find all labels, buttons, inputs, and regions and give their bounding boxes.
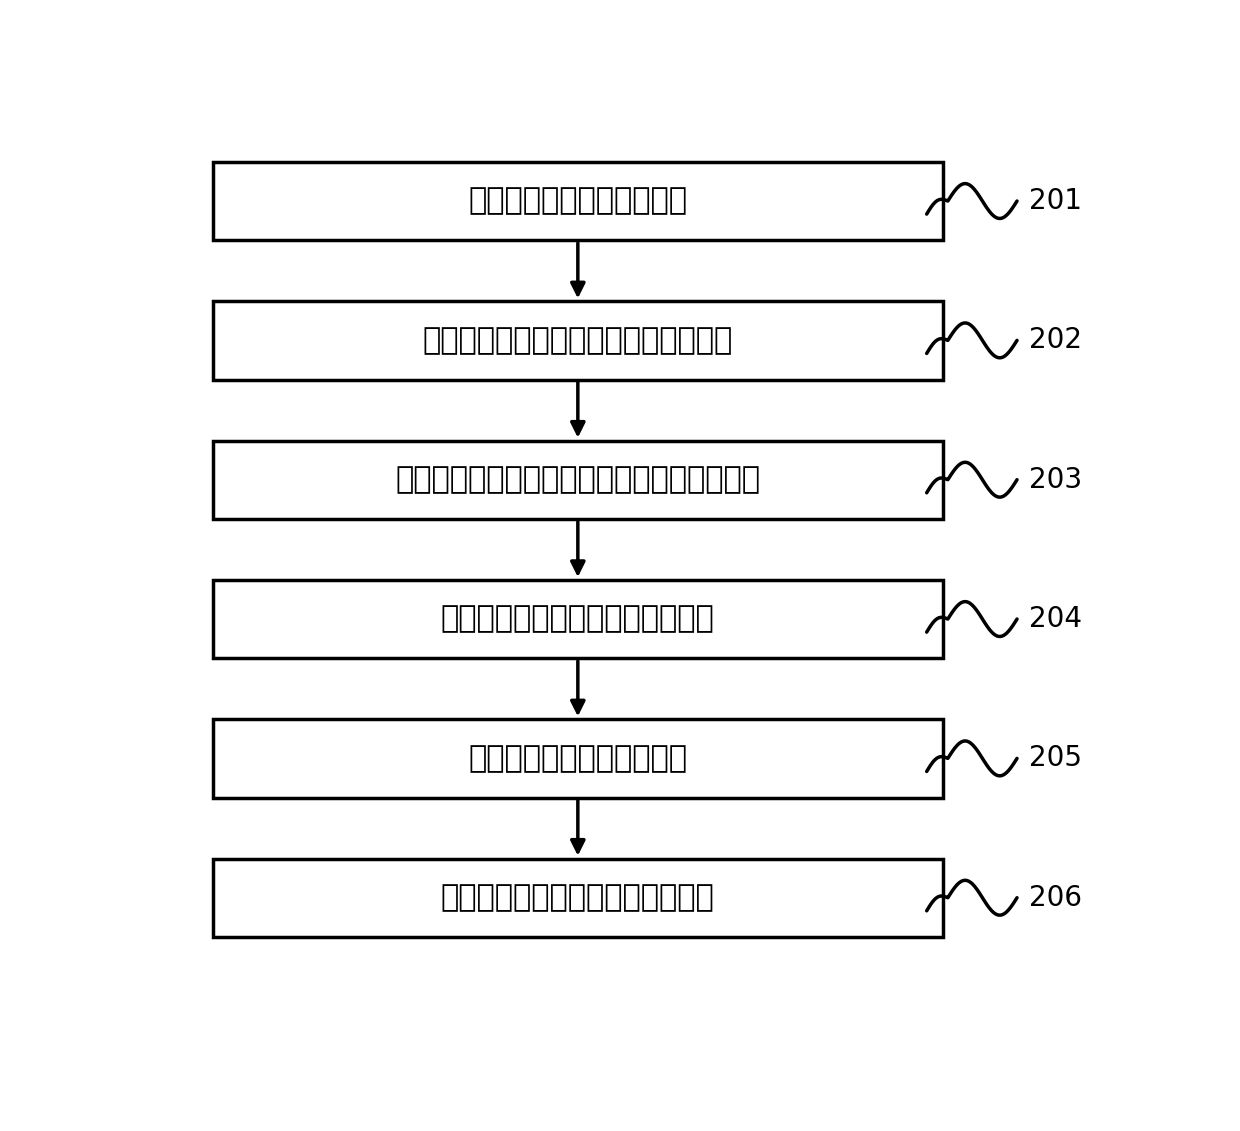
Bar (213, 858, 942, 936)
Text: 将起始地和目的地的信息发送到电子地图装置: 将起始地和目的地的信息发送到电子地图装置 (396, 465, 760, 494)
Text: 204: 204 (1028, 605, 1081, 633)
Text: 203: 203 (1028, 466, 1081, 494)
Text: 206: 206 (1028, 883, 1081, 912)
Text: 201: 201 (1028, 187, 1081, 215)
Bar (213, 301, 942, 380)
Text: 202: 202 (1028, 327, 1081, 354)
Text: 向客户端显示行车路线和行车费用: 向客户端显示行车路线和行车费用 (441, 883, 714, 913)
Bar (213, 719, 942, 797)
Text: 识别语音信号中的起始地和目的地信息: 识别语音信号中的起始地和目的地信息 (423, 326, 733, 355)
Bar (213, 441, 942, 519)
Text: 采集客户端发出的语音信号: 采集客户端发出的语音信号 (469, 187, 687, 216)
Text: 205: 205 (1028, 744, 1081, 772)
Text: 根据行车里程计算行车费用: 根据行车里程计算行车费用 (469, 744, 687, 772)
Text: 接收电子地图装置返回的行程信息: 接收电子地图装置返回的行程信息 (441, 605, 714, 633)
Bar (213, 580, 942, 658)
Bar (213, 162, 942, 240)
